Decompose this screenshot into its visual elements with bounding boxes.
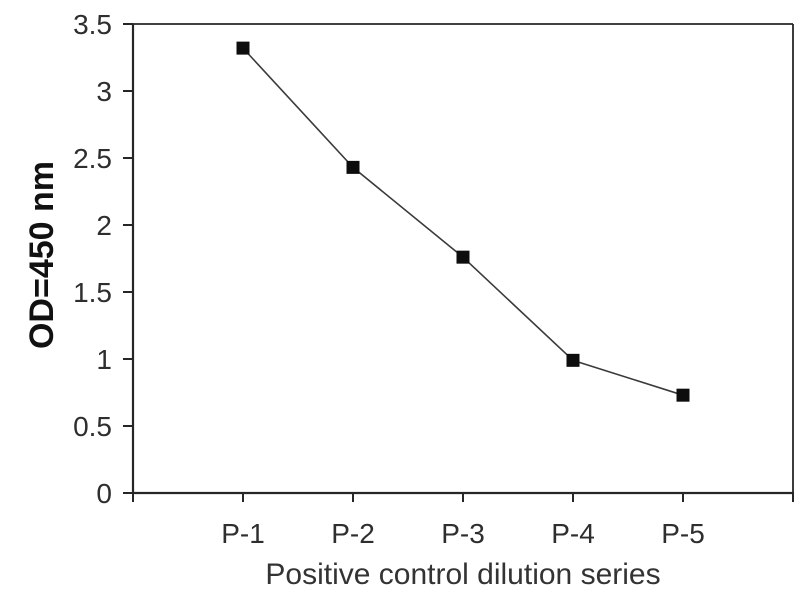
x-axis-title: Positive control dilution series <box>265 558 661 591</box>
x-tick-label: P-1 <box>221 518 265 549</box>
data-point-marker <box>236 41 250 55</box>
y-tick-label: 1 <box>96 344 112 375</box>
x-tick-label: P-4 <box>551 518 595 549</box>
x-tick-label: P-3 <box>441 518 485 549</box>
series-line <box>242 47 684 396</box>
data-point-marker <box>676 388 690 402</box>
y-tick-label: 3 <box>96 76 112 107</box>
y-tick-label: 2.5 <box>73 143 112 174</box>
y-tick-label: 0.5 <box>73 411 112 442</box>
x-tick-label: P-2 <box>331 518 375 549</box>
y-tick-label: 0 <box>96 478 112 509</box>
x-tick-label: P-5 <box>661 518 705 549</box>
data-point-marker <box>566 353 580 367</box>
data-point-marker <box>346 160 360 174</box>
y-tick-label: 2 <box>96 210 112 241</box>
data-point-marker <box>456 250 470 264</box>
y-tick-label: 1.5 <box>73 277 112 308</box>
y-tick-label: 3.5 <box>73 9 112 40</box>
